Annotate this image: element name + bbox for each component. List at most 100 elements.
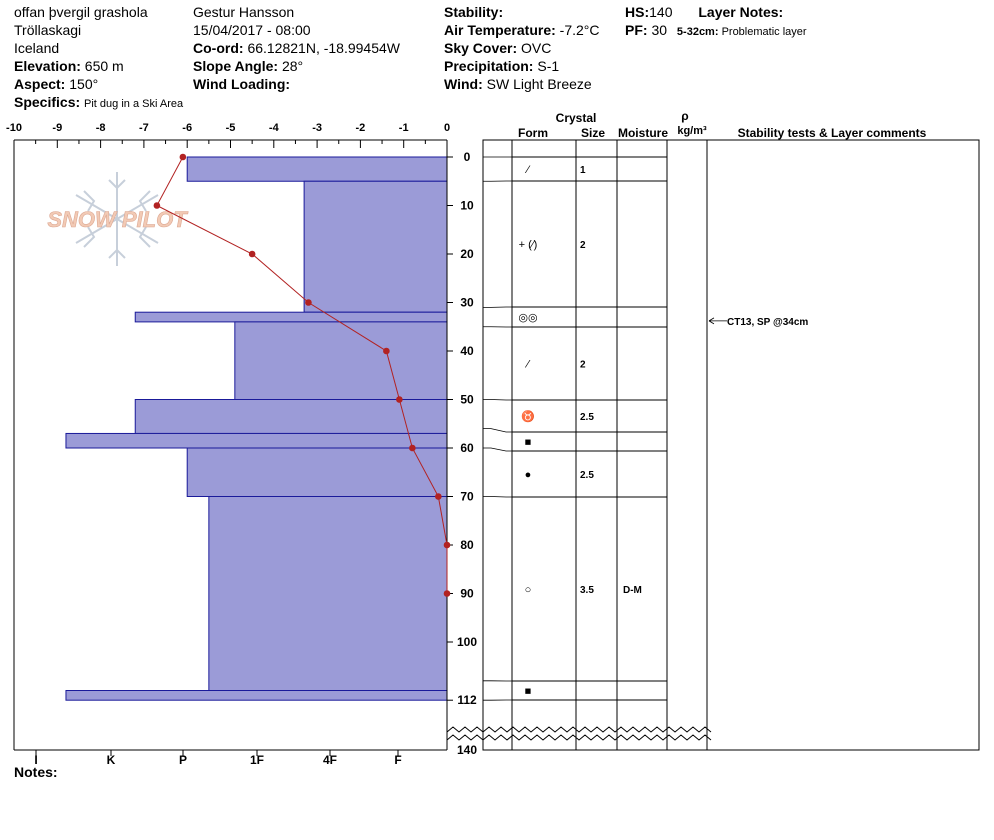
temp-tick-label: -7 [139, 122, 149, 134]
stability-test-text: CT13, SP @34cm [727, 317, 808, 328]
temperature-point [248, 250, 256, 258]
header-rho: ρ [681, 109, 688, 123]
depth-link [483, 428, 512, 433]
temp-tick-label: -6 [182, 122, 192, 134]
hardness-tick-label: 4F [323, 753, 337, 767]
wind-row: Wind: SW Light Breeze [444, 76, 592, 92]
header-col2: Gestur Hansson 15/04/2017 - 08:00 Co-ord… [193, 3, 400, 93]
header-size: Size [581, 126, 605, 140]
depth-tick-label: 60 [460, 441, 474, 455]
layer-size: 2 [580, 240, 586, 251]
depth-tick-label: 70 [460, 490, 474, 504]
temp-tick-label: -1 [399, 122, 409, 134]
layer-note-range: 5-32cm: [676, 26, 719, 38]
air-temp-row: Air Temperature: -7.2°C [444, 22, 600, 38]
pf-row: PF: 30 5-32cm: Problematic layer [625, 22, 807, 38]
header-moisture: Moisture [618, 126, 668, 140]
temperature-point [179, 153, 187, 161]
header-form: Form [518, 126, 548, 140]
stability-row: Stability: [444, 4, 504, 20]
layer-table: Crystal Form Size Moisture ρ kg/m³ Stability t… [446, 109, 980, 751]
temp-tick-label: -10 [6, 122, 22, 134]
notes-label: Notes: [14, 764, 58, 780]
temp-tick-label: -9 [52, 122, 62, 134]
hardness-bar [186, 156, 448, 182]
depth-tick-label: 90 [460, 587, 474, 601]
temperature-point [443, 541, 451, 549]
hardness-tick-label: K [107, 753, 116, 767]
hardness-tick-label: F [394, 753, 401, 767]
hardness-tick-label: P [179, 753, 187, 767]
header-crystal: Crystal [556, 111, 597, 125]
hardness-temperature-plot: -10 -9 -8 -7 -6 -5 -4 -3 -2 -1 0010203040506070809… [6, 122, 477, 767]
region-name: Tröllaskagi [14, 22, 82, 38]
header-col4: HS:140 Layer Notes: PF: 30 5-32cm: Probl… [625, 3, 807, 41]
header-col1: offan þvergil grashola Tröllaskagi Icela… [14, 3, 183, 113]
depth-tick-label: 80 [460, 538, 474, 552]
temperature-point [383, 347, 390, 355]
layer-moisture: D-M [623, 585, 642, 596]
depth-tick-label: 10 [460, 199, 474, 213]
hardness-tick-label: 1F [250, 753, 264, 767]
hardness-bar [234, 321, 448, 400]
specifics-row: Specifics: Pit dug in a Ski Area [14, 94, 184, 110]
sky-cover-row: Sky Cover: OVC [444, 40, 552, 56]
hardness-bar [65, 690, 448, 701]
temperature-point [305, 299, 312, 306]
hardness-bar [186, 447, 448, 497]
temperature-point [409, 444, 416, 452]
depth-link [483, 399, 512, 401]
hardness-bar [208, 496, 448, 691]
header-stability-comments: Stability tests & Layer comments [738, 126, 927, 140]
layer-size: 2.5 [580, 470, 594, 481]
temp-tick-label: -3 [312, 122, 322, 134]
hardness-bar [134, 311, 448, 323]
layer-form-symbol: ■ [525, 437, 532, 449]
slope-row: Slope Angle: 28° [193, 58, 304, 74]
temp-tick-label: -2 [356, 122, 366, 134]
depth-tick-label: 140 [457, 743, 477, 757]
layer-notes-label: Layer Notes: [698, 4, 784, 20]
depth-tick-label: 40 [460, 344, 474, 358]
stability-test-arrow [708, 317, 727, 325]
observation-datetime: 15/04/2017 - 08:00 [193, 22, 311, 38]
snowpilot-logo: SNOW PILOT [47, 172, 189, 266]
snowflake-icon [75, 172, 159, 266]
temp-tick-label: 0 [444, 122, 450, 134]
layer-form-symbol: ⁄ [524, 359, 531, 371]
layer-form-symbol: + (⁄) [519, 239, 538, 251]
layer-size: 3.5 [580, 585, 594, 596]
depth-tick-label: 50 [460, 393, 474, 407]
temperature-point [153, 202, 161, 209]
country-name: Iceland [14, 40, 60, 56]
layer-form-symbol: ● [525, 469, 532, 481]
temperature-point [443, 590, 451, 597]
depth-link [483, 447, 512, 452]
hardness-bar [134, 399, 448, 434]
coord-row: Co-ord: 66.12821N, -18.99454W [193, 40, 400, 56]
hardness-bar [303, 180, 448, 313]
layer-size: 2.5 [580, 412, 594, 423]
layer-size: 2 [580, 360, 586, 371]
temp-tick-label: -4 [269, 122, 280, 134]
temperature-point [396, 396, 403, 403]
header-col3: Stability: Air Temperature: -7.2°C Sky C… [444, 3, 600, 93]
hardness-bar [65, 432, 448, 449]
depth-tick-label: 100 [457, 635, 477, 649]
location-name: offan þvergil grashola [14, 4, 148, 20]
layer-form-symbol: ◎◎ [518, 312, 537, 324]
precipitation-row: Precipitation: S-1 [444, 58, 560, 74]
break-zigzag-lower [446, 726, 712, 733]
temperature-line [156, 156, 448, 594]
observer-name: Gestur Hansson [193, 4, 295, 20]
layer-form-symbol: ○ [525, 584, 532, 596]
depth-link [483, 496, 512, 498]
layer-form-symbol: ♉ [521, 410, 535, 423]
hardness-tick-label: I [34, 753, 37, 767]
layer-form-symbol: ■ [525, 686, 532, 698]
depth-tick-label: 30 [460, 296, 474, 310]
elevation-row: Elevation: 650 m [14, 58, 124, 74]
temperature-point [435, 493, 442, 500]
temp-tick-label: -8 [96, 122, 106, 134]
